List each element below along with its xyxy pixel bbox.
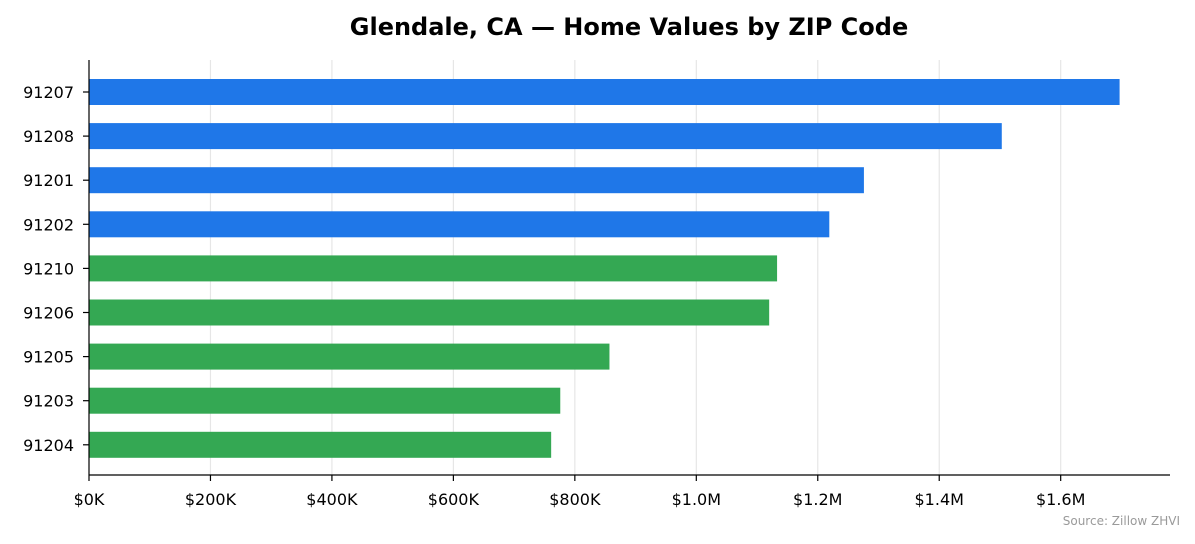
x-tick-label: $1.0M (672, 490, 721, 509)
chart-title: Glendale, CA — Home Values by ZIP Code (350, 13, 908, 41)
bar-91201 (89, 167, 864, 194)
x-tick-label: $400K (306, 490, 358, 509)
y-tick-label-91206: 91206 (23, 304, 74, 323)
bar-91207 (89, 79, 1120, 105)
x-tick-label: $1.4M (915, 490, 964, 509)
bars (89, 79, 1120, 458)
bar-91202 (89, 211, 830, 238)
bar-91206 (89, 299, 770, 326)
axes (88, 60, 1170, 476)
y-tick-label-91204: 91204 (23, 436, 74, 455)
x-tick-label: $600K (428, 490, 480, 509)
y-tick-label-91207: 91207 (23, 83, 74, 102)
bar-91203 (89, 387, 561, 414)
x-tick-label: $800K (549, 490, 601, 509)
y-tick-label-91203: 91203 (23, 392, 74, 411)
x-tick-label: $200K (185, 490, 237, 509)
y-tick-labels: 91207 91208 91201 91202 91210 91206 91205 91203… (23, 83, 89, 455)
y-tick-label-91201: 91201 (23, 171, 74, 190)
y-tick-label-91208: 91208 (23, 127, 74, 146)
bar-91204 (89, 431, 552, 458)
bar-91205 (89, 343, 610, 370)
source-note: Source: Zillow ZHVI (1063, 514, 1180, 528)
x-tick-label: $1.2M (793, 490, 842, 509)
bar-91208 (89, 123, 1002, 150)
y-tick-label-91202: 91202 (23, 215, 74, 234)
y-tick-label-91210: 91210 (23, 259, 74, 278)
x-tick-label: $0K (74, 490, 105, 509)
x-tick-labels: $0K $200K $400K $600K $800K $1.0M $1.2M $1.4M $1… (74, 475, 1085, 509)
bar-91210 (89, 255, 778, 282)
y-tick-label-91205: 91205 (23, 348, 74, 367)
x-tick-label: $1.6M (1036, 490, 1085, 509)
